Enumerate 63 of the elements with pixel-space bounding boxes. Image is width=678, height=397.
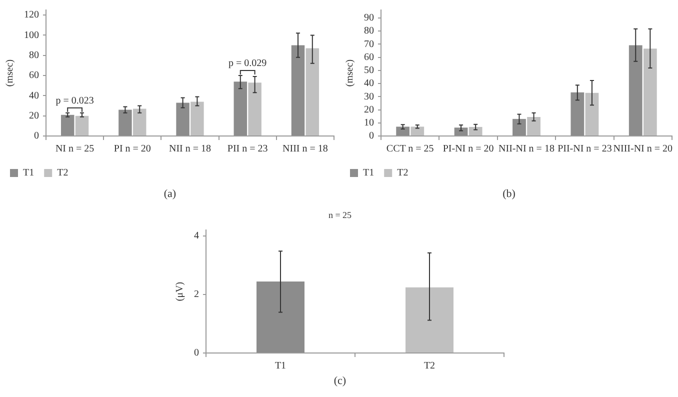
bar xyxy=(454,128,468,136)
bar xyxy=(291,45,305,136)
annotation: p = 0.029 xyxy=(228,58,267,70)
y-tick-label: 0 xyxy=(369,130,374,142)
y-tick-label: 80 xyxy=(29,50,39,61)
y-tick-label: 0 xyxy=(34,130,39,142)
y-tick-label: 100 xyxy=(24,30,39,41)
x-tick-label: NII-NI n = 18 xyxy=(498,144,554,155)
y-tick-label: 20 xyxy=(364,104,374,116)
bar xyxy=(60,114,74,136)
bar xyxy=(628,45,642,136)
chart-title: n = 25 xyxy=(327,210,353,220)
text: (a) xyxy=(162,188,178,200)
bar xyxy=(396,126,410,136)
y-tick-label: 2 xyxy=(194,289,199,300)
y-tick-label: 40 xyxy=(29,90,39,102)
bar xyxy=(643,48,657,136)
y-tick-label: 120 xyxy=(24,10,39,21)
y-tick-label: 80 xyxy=(364,26,374,37)
x-tick-label: NI n = 25 xyxy=(55,144,94,155)
y-tick-label: 4 xyxy=(194,230,199,242)
annotation: p = 0.023 xyxy=(56,95,94,106)
y-tick-label: 90 xyxy=(364,12,374,24)
bar xyxy=(410,126,424,136)
bar xyxy=(132,108,146,136)
bar xyxy=(527,116,540,136)
bar xyxy=(570,92,584,136)
y-axis-title: (msec) xyxy=(4,59,16,87)
x-tick-label: PI-NI n = 20 xyxy=(442,144,494,155)
bar xyxy=(248,82,262,136)
bar xyxy=(306,48,320,136)
y-tick-label: 50 xyxy=(364,65,374,76)
x-tick-label: CCT n = 25 xyxy=(386,144,434,155)
x-tick-label: PII n = 23 xyxy=(227,144,268,155)
y-tick-label: 20 xyxy=(29,110,39,122)
legend-label: T1 xyxy=(23,168,34,179)
bar xyxy=(75,116,89,136)
text: (b) xyxy=(502,188,516,200)
legend-label: T1 xyxy=(363,168,374,179)
x-tick-label: PII-NI n = 23 xyxy=(558,144,612,155)
y-tick-label: 40 xyxy=(364,78,374,90)
legend-label: T2 xyxy=(397,168,408,179)
x-tick-label: NII n = 18 xyxy=(168,144,212,155)
bar xyxy=(585,92,599,136)
x-tick-label: NIII n = 18 xyxy=(282,144,328,155)
bar xyxy=(234,82,248,136)
bar xyxy=(512,118,526,136)
bar xyxy=(118,110,132,136)
y-tick-label: 0 xyxy=(194,348,199,359)
x-tick-label: PI n = 20 xyxy=(114,144,151,155)
y-tick-label: 60 xyxy=(364,52,374,63)
y-tick-label: 60 xyxy=(29,70,39,82)
y-tick-label: 30 xyxy=(364,91,374,102)
y-axis-title: (μV) xyxy=(174,282,186,302)
bar xyxy=(190,102,204,136)
y-axis-title: (msec) xyxy=(344,59,356,87)
legend-label: T2 xyxy=(57,168,68,179)
bar xyxy=(468,126,482,136)
text: (c) xyxy=(332,375,348,387)
y-tick-label: 70 xyxy=(364,38,374,50)
y-tick-label: 10 xyxy=(364,118,374,128)
bar xyxy=(176,102,190,136)
x-tick-label: NIII-NI n = 20 xyxy=(613,144,673,155)
